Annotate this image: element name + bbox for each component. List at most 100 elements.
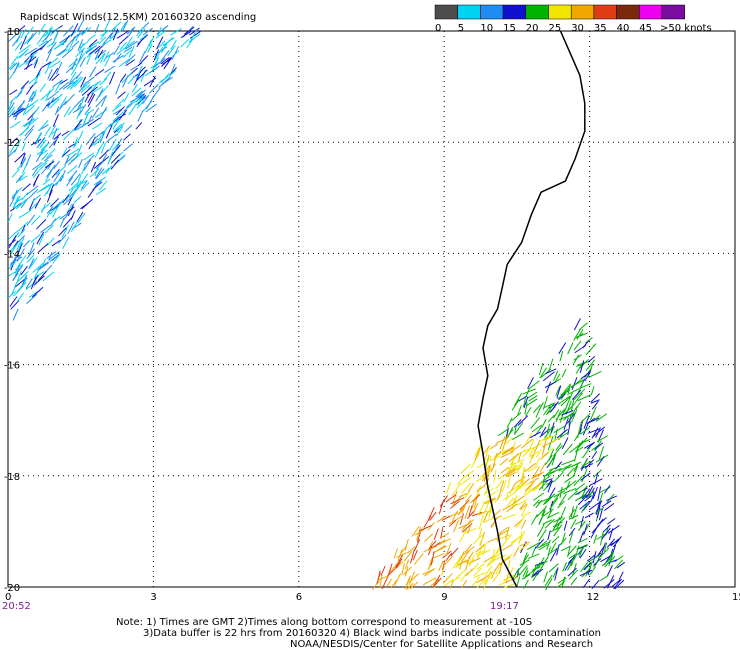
wind-barb [572, 563, 577, 576]
wind-barb [77, 212, 86, 224]
wind-barb [563, 412, 574, 421]
wind-barb [132, 96, 144, 104]
wind-barb [7, 229, 19, 240]
wind-barb [566, 562, 573, 571]
wind-barb [99, 78, 108, 86]
wind-barb [574, 392, 583, 404]
wind-barb [519, 501, 527, 510]
wind-barb [461, 503, 467, 514]
wind-barb [557, 395, 570, 405]
wind-barb [529, 431, 541, 439]
wind-barb [24, 128, 34, 141]
wind-barb [512, 569, 519, 580]
wind-barb [499, 457, 509, 466]
wind-barb [48, 184, 55, 196]
wind-barb [584, 512, 594, 519]
x-tick-label: 6 [296, 592, 302, 603]
x-tick-label: 0 [5, 592, 11, 603]
wind-barb [61, 130, 70, 137]
wind-barb [559, 486, 563, 499]
wind-barb [429, 511, 437, 522]
wind-barb [555, 410, 562, 423]
wind-barb [539, 540, 548, 548]
wind-barb [18, 44, 31, 54]
wind-barb [135, 65, 143, 79]
wind-barb [433, 528, 439, 540]
wind-barb [24, 118, 35, 128]
wind-barb [498, 559, 504, 574]
wind-barb [582, 423, 589, 436]
wind-barb [474, 550, 485, 555]
wind-barb [526, 398, 538, 407]
wind-barb [551, 535, 560, 544]
wind-barb [15, 175, 23, 184]
wind-barb [513, 495, 525, 505]
wind-barb [31, 215, 41, 226]
wind-barb [566, 392, 573, 406]
wind-barb [500, 450, 515, 459]
wind-barb [548, 448, 555, 461]
wind-barb [559, 506, 567, 521]
wind-barb [516, 498, 528, 506]
wind-barb [169, 67, 177, 76]
wind-barb [476, 485, 485, 492]
wind-barb [422, 577, 437, 586]
wind-barb [464, 505, 470, 519]
wind-barb [589, 406, 597, 421]
wind-barb [583, 369, 592, 378]
wind-barb [136, 37, 144, 48]
wind-barb [73, 137, 79, 147]
wind-barb [124, 124, 133, 133]
wind-barb [503, 582, 516, 589]
wind-barb [596, 456, 605, 467]
wind-barb [38, 23, 46, 35]
wind-barb [50, 198, 60, 207]
wind-barb [521, 519, 527, 529]
wind-barb [82, 82, 91, 89]
wind-barb [565, 480, 571, 491]
wind-barb [100, 85, 109, 95]
wind-barb [507, 464, 517, 470]
wind-barb [568, 552, 578, 560]
wind-barb [471, 511, 483, 517]
wind-barb [9, 144, 16, 155]
wind-barb [125, 54, 136, 65]
x-tick-label: 15 [732, 592, 740, 603]
wind-barb [52, 93, 63, 104]
wind-barb [35, 131, 42, 144]
wind-barb [460, 571, 468, 582]
wind-barb [568, 569, 578, 580]
wind-barb [95, 95, 106, 108]
wind-barb [535, 499, 543, 509]
wind-barb [11, 55, 19, 65]
wind-barb [547, 530, 551, 541]
wind-barb [51, 168, 60, 178]
wind-barb [403, 550, 413, 562]
wind-barb [491, 568, 496, 579]
wind-barb [445, 494, 457, 503]
wind-barb [111, 143, 119, 151]
wind-barb [577, 485, 588, 495]
wind-barb [468, 505, 473, 517]
wind-barb [160, 49, 170, 62]
wind-barb [61, 149, 71, 157]
wind-barb [103, 71, 112, 81]
wind-barb [607, 518, 616, 525]
wind-barb [528, 380, 540, 390]
wind-barb [86, 86, 99, 96]
wind-barb [494, 562, 501, 571]
wind-barb [576, 329, 584, 340]
wind-barb [25, 280, 38, 290]
wind-barb [431, 541, 441, 549]
time-label-center: 19:17 [490, 601, 519, 612]
wind-barb [586, 491, 593, 500]
wind-barb [519, 503, 528, 511]
wind-barb [396, 552, 407, 558]
wind-barb [14, 152, 26, 163]
wind-barb [37, 243, 49, 253]
legend-label: 20 [526, 23, 539, 34]
wind-barb [55, 174, 63, 186]
wind-barb [616, 561, 626, 569]
wind-barb [34, 197, 42, 209]
wind-barb [568, 527, 576, 537]
